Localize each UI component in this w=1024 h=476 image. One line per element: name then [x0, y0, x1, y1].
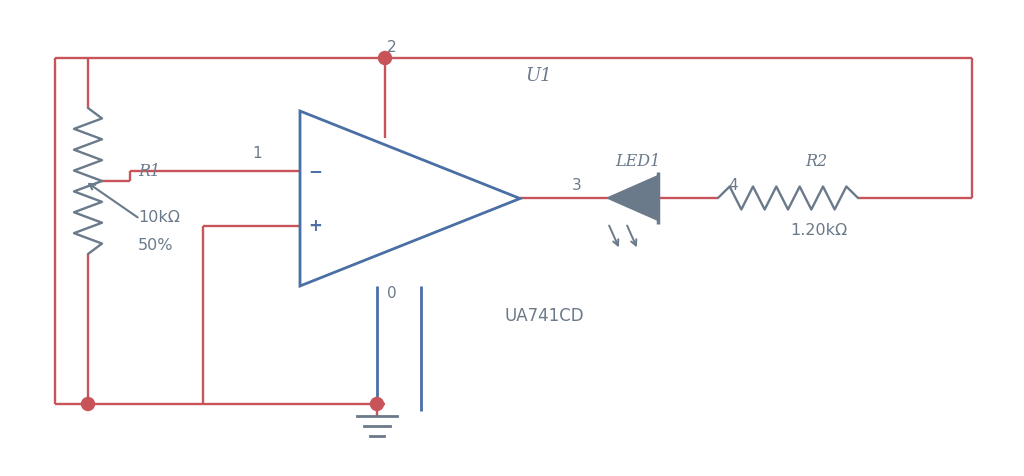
Circle shape [82, 397, 94, 410]
Text: R2: R2 [805, 152, 827, 169]
Text: 10kΩ: 10kΩ [138, 210, 180, 226]
Text: R1: R1 [138, 162, 160, 179]
Text: U1: U1 [525, 67, 552, 85]
Polygon shape [608, 176, 658, 220]
Text: +: + [308, 217, 322, 235]
Text: −: − [308, 162, 322, 180]
Text: 0: 0 [387, 287, 396, 301]
Text: 1: 1 [252, 147, 261, 161]
Text: 4: 4 [728, 178, 737, 194]
Circle shape [379, 51, 391, 65]
Text: LED1: LED1 [615, 152, 660, 169]
Text: 1.20kΩ: 1.20kΩ [790, 224, 847, 238]
Text: 3: 3 [572, 178, 582, 194]
Text: 2: 2 [387, 40, 396, 56]
Text: UA741CD: UA741CD [505, 307, 585, 325]
Text: 50%: 50% [138, 238, 173, 254]
Circle shape [371, 397, 384, 410]
